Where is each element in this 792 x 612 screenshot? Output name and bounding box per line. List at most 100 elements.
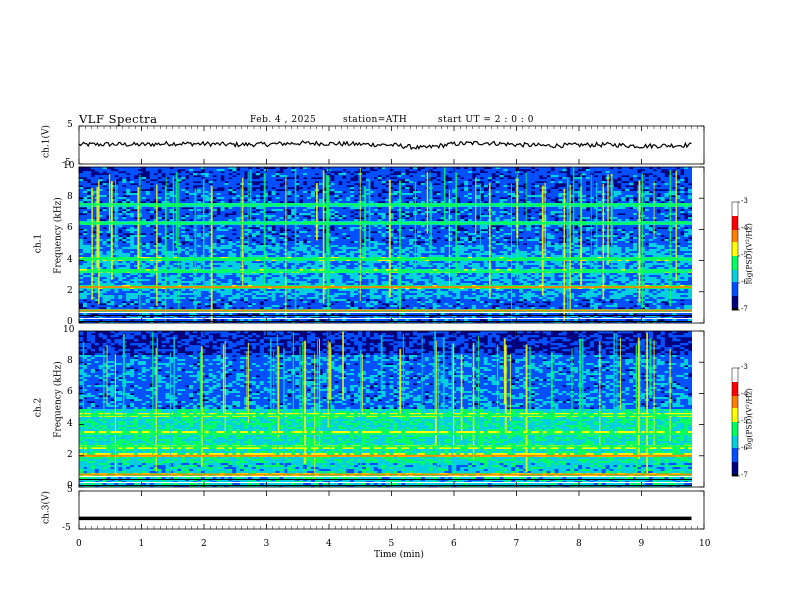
spectrogram-cell: [157, 229, 162, 232]
spectrogram-cell: [633, 245, 638, 248]
spectrogram-cell: [519, 233, 524, 236]
spectrogram-cell: [196, 209, 202, 212]
spectrogram-cell: [621, 167, 626, 170]
spectrogram-cell: [389, 231, 394, 234]
spectrogram-cell: [432, 179, 437, 182]
spectrogram-cell: [342, 171, 347, 174]
spectrogram-cell: [314, 241, 319, 244]
spectrogram-cell: [581, 209, 587, 212]
spectrogram-cell: [519, 179, 524, 182]
spectrogram-cell: [173, 225, 178, 228]
spectrogram-cell: [279, 233, 284, 236]
spectrogram-cell: [196, 239, 202, 242]
spectrogram-cell: [499, 201, 504, 204]
spectrogram-cell: [98, 169, 103, 172]
spectrogram-cell: [263, 197, 268, 200]
spectrogram-cell: [452, 245, 457, 248]
spectrogram-cell: [157, 179, 162, 182]
spectrogram-cell: [157, 187, 162, 190]
spectrogram-cell: [161, 239, 166, 242]
spectrogram-cell: [593, 213, 598, 216]
spectrogram-cell: [134, 207, 139, 210]
spectrogram-cell: [416, 189, 422, 192]
spectrogram-cell: [181, 235, 186, 238]
spectrogram-cell: [688, 211, 693, 214]
spectrogram-cell: [393, 213, 398, 216]
spectrogram-cell: [145, 215, 151, 218]
spectrogram-cell: [495, 191, 500, 194]
spectrogram-cell: [523, 189, 528, 192]
spectrogram-cell: [519, 243, 524, 246]
spectrogram-cell: [534, 235, 540, 238]
spectrogram-cell: [181, 227, 186, 230]
spectrogram-cell: [664, 245, 669, 248]
spectrogram-cell: [173, 227, 178, 230]
spectrogram-cell: [220, 235, 225, 238]
spectrogram-cell: [130, 215, 135, 218]
spectrogram-cell: [688, 187, 693, 190]
spectrogram-cell: [224, 217, 229, 220]
spectrogram-cell: [589, 183, 595, 186]
spectrogram-cell: [204, 183, 209, 186]
spectrogram-cell: [491, 213, 496, 216]
spectrogram-cell: [656, 215, 661, 218]
spectrogram-cell: [318, 175, 323, 178]
spectrogram-cell: [491, 201, 496, 204]
spectrogram-cell: [149, 209, 154, 212]
spectrogram-cell: [271, 241, 276, 244]
spectrogram-cell: [271, 191, 276, 194]
spectrogram-cell: [302, 179, 308, 182]
spectrogram-cell: [385, 221, 390, 224]
spectrogram-cell: [440, 179, 445, 182]
spectrogram-cell: [613, 193, 618, 196]
spectrogram-cell: [283, 173, 288, 176]
spectrogram-cell: [621, 227, 626, 230]
spectrogram-cell: [475, 239, 481, 242]
spectrogram-cell: [377, 173, 382, 176]
spectrogram-cell: [574, 191, 579, 194]
spectrogram-cell: [585, 235, 591, 238]
spectrogram-cell: [554, 233, 559, 236]
spectrogram-cell: [578, 189, 583, 192]
spectrogram-cell: [479, 209, 485, 212]
spectrogram-cell: [452, 199, 457, 202]
spectrogram-cell: [322, 197, 327, 200]
spectrogram-cell: [546, 207, 551, 210]
spectrogram-cell: [672, 181, 677, 184]
spectrogram-cell: [196, 215, 202, 218]
spectrogram-cell: [141, 225, 147, 228]
spectrogram-cell: [346, 209, 351, 212]
spectrogram-cell: [310, 193, 316, 196]
spectrogram-cell: [228, 185, 233, 188]
spectrogram-cell: [365, 227, 371, 230]
spectrogram-cell: [232, 183, 237, 186]
spectrogram-cell: [420, 215, 426, 218]
spectrogram-cell: [684, 219, 689, 222]
spectrogram-cell: [475, 227, 481, 230]
spectrogram-cell: [534, 229, 540, 232]
spectrogram-cell: [130, 211, 135, 214]
spectrogram-cell: [503, 219, 508, 222]
spectrogram-cell: [401, 241, 406, 244]
spectrogram-cell: [361, 175, 367, 178]
spectrogram-cell: [338, 239, 343, 242]
spectrogram-cell: [452, 213, 457, 216]
spectrogram-cell: [185, 189, 190, 192]
spectrogram-cell: [483, 179, 488, 182]
spectrogram-cell: [118, 191, 123, 194]
spectrogram-cell: [208, 231, 213, 234]
spectrogram-cell: [452, 189, 457, 192]
spectrogram-cell: [676, 211, 681, 214]
spectrogram-cell: [479, 191, 485, 194]
spectrogram-cell: [633, 167, 638, 170]
spectrogram-cell: [483, 219, 488, 222]
spectrogram-cell: [640, 245, 646, 248]
spectrogram-cell: [613, 205, 618, 208]
spectrogram-cell: [247, 233, 253, 236]
spectrogram-cell: [479, 227, 485, 230]
spectrogram-cell: [291, 199, 296, 202]
spectrogram-cell: [664, 235, 669, 238]
spectrogram-cell: [432, 175, 437, 178]
spectrogram-cell: [90, 241, 96, 244]
spectrogram-cell: [676, 201, 681, 204]
